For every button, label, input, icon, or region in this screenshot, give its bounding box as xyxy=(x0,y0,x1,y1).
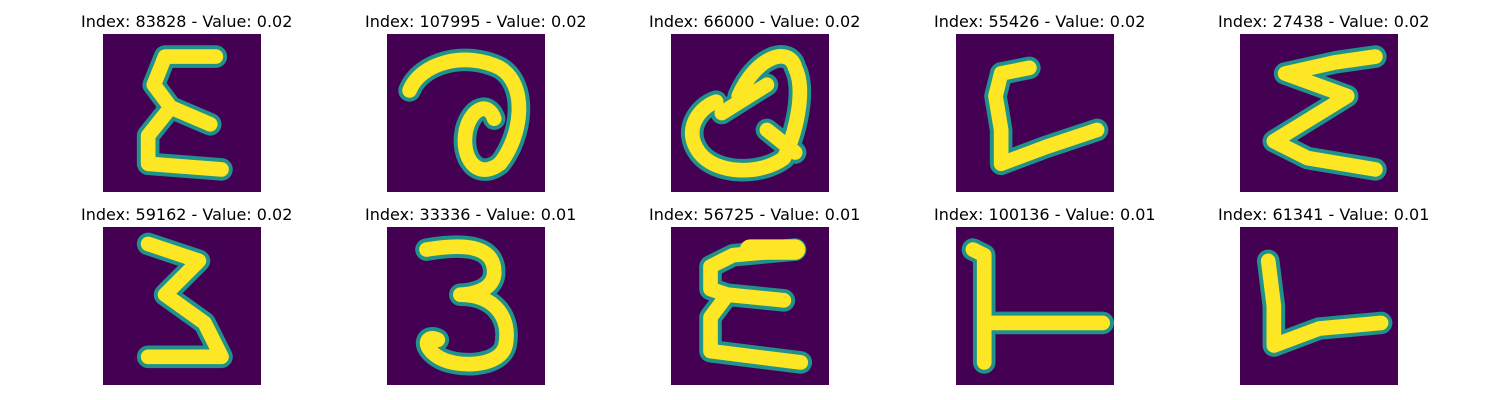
glyph-3-round xyxy=(415,235,518,376)
glyph-L-T-shape xyxy=(961,238,1114,374)
glyph-L-shape xyxy=(1256,249,1393,357)
digit-image xyxy=(1240,227,1398,385)
glyph-E-shape-2 xyxy=(699,238,813,374)
digit-image xyxy=(103,34,261,192)
digit-image xyxy=(387,227,545,385)
panel-title: Index: 61341 - Value: 0.01 xyxy=(1218,205,1430,224)
panel-title: Index: 59162 - Value: 0.02 xyxy=(81,205,293,224)
panel-title: Index: 100136 - Value: 0.01 xyxy=(934,205,1156,224)
glyph-a-loop xyxy=(398,48,531,181)
panel-title: Index: 55426 - Value: 0.02 xyxy=(934,12,1146,31)
panel-title: Index: 107995 - Value: 0.02 xyxy=(365,12,587,31)
glyph-Q-shape xyxy=(681,45,812,182)
glyph-3-shape xyxy=(136,232,233,369)
panel-title: Index: 66000 - Value: 0.02 xyxy=(649,12,861,31)
digit-image xyxy=(387,34,545,192)
panel-title: Index: 56725 - Value: 0.01 xyxy=(649,205,861,224)
panel-title: Index: 27438 - Value: 0.02 xyxy=(1218,12,1430,31)
glyph-E-shape xyxy=(136,45,233,181)
digit-image xyxy=(671,227,829,385)
panel-title: Index: 83828 - Value: 0.02 xyxy=(81,12,293,31)
glyph-Sigma-shape xyxy=(1262,45,1387,181)
glyph-L-curve xyxy=(984,56,1109,176)
panel-title: Index: 33336 - Value: 0.01 xyxy=(365,205,577,224)
digit-image xyxy=(1240,34,1398,192)
digit-image xyxy=(956,34,1114,192)
digit-image xyxy=(956,227,1114,385)
digit-image xyxy=(103,227,261,385)
digit-image xyxy=(671,34,829,192)
